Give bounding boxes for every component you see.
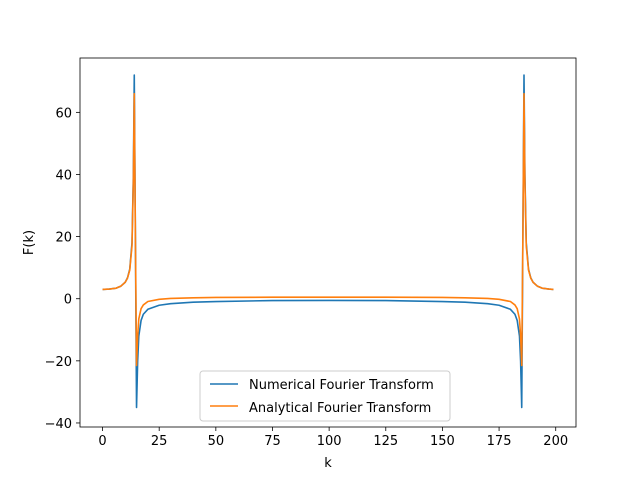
y-tick-label: −40 (45, 417, 72, 432)
y-axis-label: F(k) (22, 230, 37, 255)
legend-box (199, 370, 451, 422)
x-tick-label: 25 (151, 434, 168, 449)
legend: Numerical Fourier Transform Analytical F… (199, 370, 451, 422)
x-tick-label: 150 (430, 434, 455, 449)
legend-label-numerical: Numerical Fourier Transform (249, 378, 434, 393)
x-tick-label: 75 (264, 434, 281, 449)
x-tick-label: 0 (98, 434, 106, 449)
plot-area (102, 74, 554, 409)
series-layer (102, 74, 554, 409)
axes-frame (79, 57, 577, 428)
x-tick-label: 50 (208, 434, 225, 449)
x-axis-label: k (324, 456, 332, 471)
y-axis: −40 −20 0 20 40 60 (45, 106, 80, 432)
series-line-analytical (102, 92, 554, 367)
x-tick-label: 125 (373, 434, 398, 449)
y-tick-label: 0 (64, 293, 72, 308)
x-tick-label: 175 (487, 434, 512, 449)
y-tick-label: 20 (55, 231, 72, 246)
legend-label-analytical: Analytical Fourier Transform (249, 401, 431, 416)
y-tick-label: −20 (45, 355, 72, 370)
y-tick-label: 60 (55, 106, 72, 121)
x-axis: 0 25 50 75 100 125 150 175 200 (98, 427, 568, 449)
x-tick-label: 100 (317, 434, 342, 449)
y-tick-label: 40 (55, 168, 72, 183)
x-tick-label: 200 (543, 434, 568, 449)
